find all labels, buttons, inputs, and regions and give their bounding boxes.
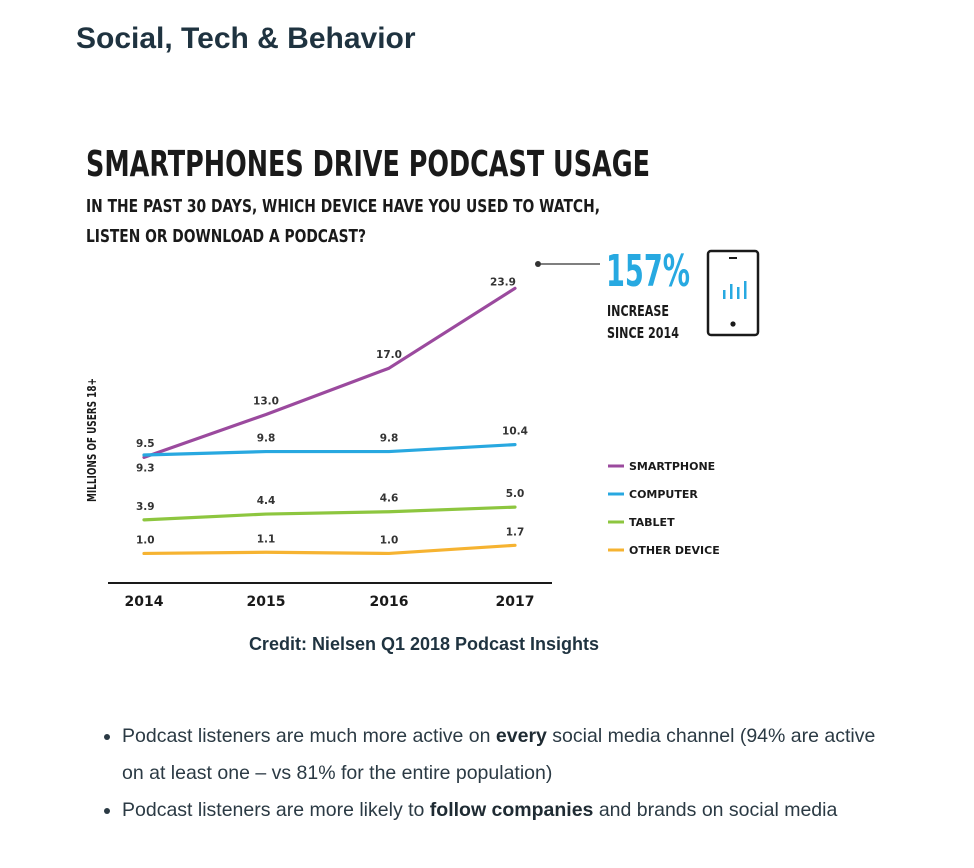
data-label-tablet-2015: 4.4 (257, 495, 276, 507)
data-label-tablet-2014: 3.9 (136, 501, 155, 513)
data-label-smartphone-2015: 13.0 (253, 396, 279, 408)
chart-figure: SMARTPHONES DRIVE PODCAST USAGE IN THE P… (78, 118, 778, 628)
data-label-tablet-2017: 5.0 (506, 488, 525, 500)
bullet-item: Podcast listeners are more likely to fol… (122, 792, 882, 829)
data-labels-layer: 9.3 13.0 17.0 23.9 9.5 9.8 9.8 10.4 3.9 4.4 4.6 5.0… (136, 276, 528, 546)
series-line-tablet (142, 505, 517, 522)
line-chart: SMARTPHONES DRIVE PODCAST USAGE IN THE P… (85, 144, 760, 610)
legend-label-computer: COMPUTER (629, 488, 698, 501)
bullet-list: Podcast listeners are much more active o… (100, 718, 882, 829)
data-label-computer-2016: 9.8 (380, 433, 399, 445)
series-line-computer (142, 443, 517, 457)
bullet-emphasis: follow companies (429, 799, 594, 821)
increase-annotation: 157% INCREASE SINCE 2014 (535, 246, 760, 342)
annotation-endpoint-dot (535, 261, 541, 267)
chart-credit: Credit: Nielsen Q1 2018 Podcast Insights (248, 634, 600, 654)
bullet-text: social media channel (94% are active on … (122, 725, 876, 784)
x-tick-2015: 2015 (247, 594, 286, 610)
chart-title: SMARTPHONES DRIVE PODCAST USAGE (86, 144, 650, 185)
bullet-text: Podcast listeners are much more active o… (122, 725, 496, 747)
legend-label-smartphone: SMARTPHONE (629, 460, 715, 473)
legend: SMARTPHONE COMPUTER TABLET OTHER DEVICE (608, 460, 720, 557)
bullet-text: and brands on social media (593, 799, 838, 821)
series-line-other-device (142, 543, 517, 556)
x-tick-2016: 2016 (370, 594, 409, 610)
x-tick-2014: 2014 (125, 594, 164, 610)
x-tick-labels-layer: 2014 2015 2016 2017 (125, 594, 535, 610)
bullet-emphasis: every (495, 725, 547, 747)
bullet-item: Podcast listeners are much more active o… (122, 718, 882, 792)
annotation-value: 157% (606, 246, 690, 297)
annotation-line-2: SINCE 2014 (607, 324, 679, 342)
chart-subtitle-line-2: LISTEN OR DOWNLOAD A PODCAST? (86, 226, 366, 247)
series-line-smartphone (142, 286, 517, 459)
chart-subtitle-line-1: IN THE PAST 30 DAYS, WHICH DEVICE HAVE Y… (86, 196, 600, 217)
annotation-line-1: INCREASE (607, 302, 669, 320)
smartphone-chart-icon (706, 249, 760, 337)
series-layer (142, 286, 517, 556)
data-label-smartphone-2016: 17.0 (376, 349, 402, 361)
data-label-smartphone-2014: 9.3 (136, 462, 155, 474)
data-label-computer-2014: 9.5 (136, 438, 155, 450)
data-label-computer-2017: 10.4 (502, 426, 528, 438)
data-label-other-device-2015: 1.1 (257, 533, 276, 545)
y-axis-label: MILLIONS OF USERS 18+ (85, 378, 99, 502)
bullet-text: Podcast listeners are more likely to (122, 799, 430, 821)
data-label-other-device-2017: 1.7 (506, 526, 525, 538)
data-label-tablet-2016: 4.6 (380, 493, 399, 505)
data-label-computer-2015: 9.8 (257, 433, 276, 445)
data-label-other-device-2016: 1.0 (380, 534, 399, 546)
section-heading: Social, Tech & Behavior (76, 22, 416, 55)
legend-label-tablet: TABLET (629, 516, 675, 529)
data-label-smartphone-2017: 23.9 (490, 276, 516, 288)
x-tick-2017: 2017 (496, 594, 535, 610)
data-label-other-device-2014: 1.0 (136, 534, 155, 546)
legend-label-other-device: OTHER DEVICE (629, 544, 720, 557)
